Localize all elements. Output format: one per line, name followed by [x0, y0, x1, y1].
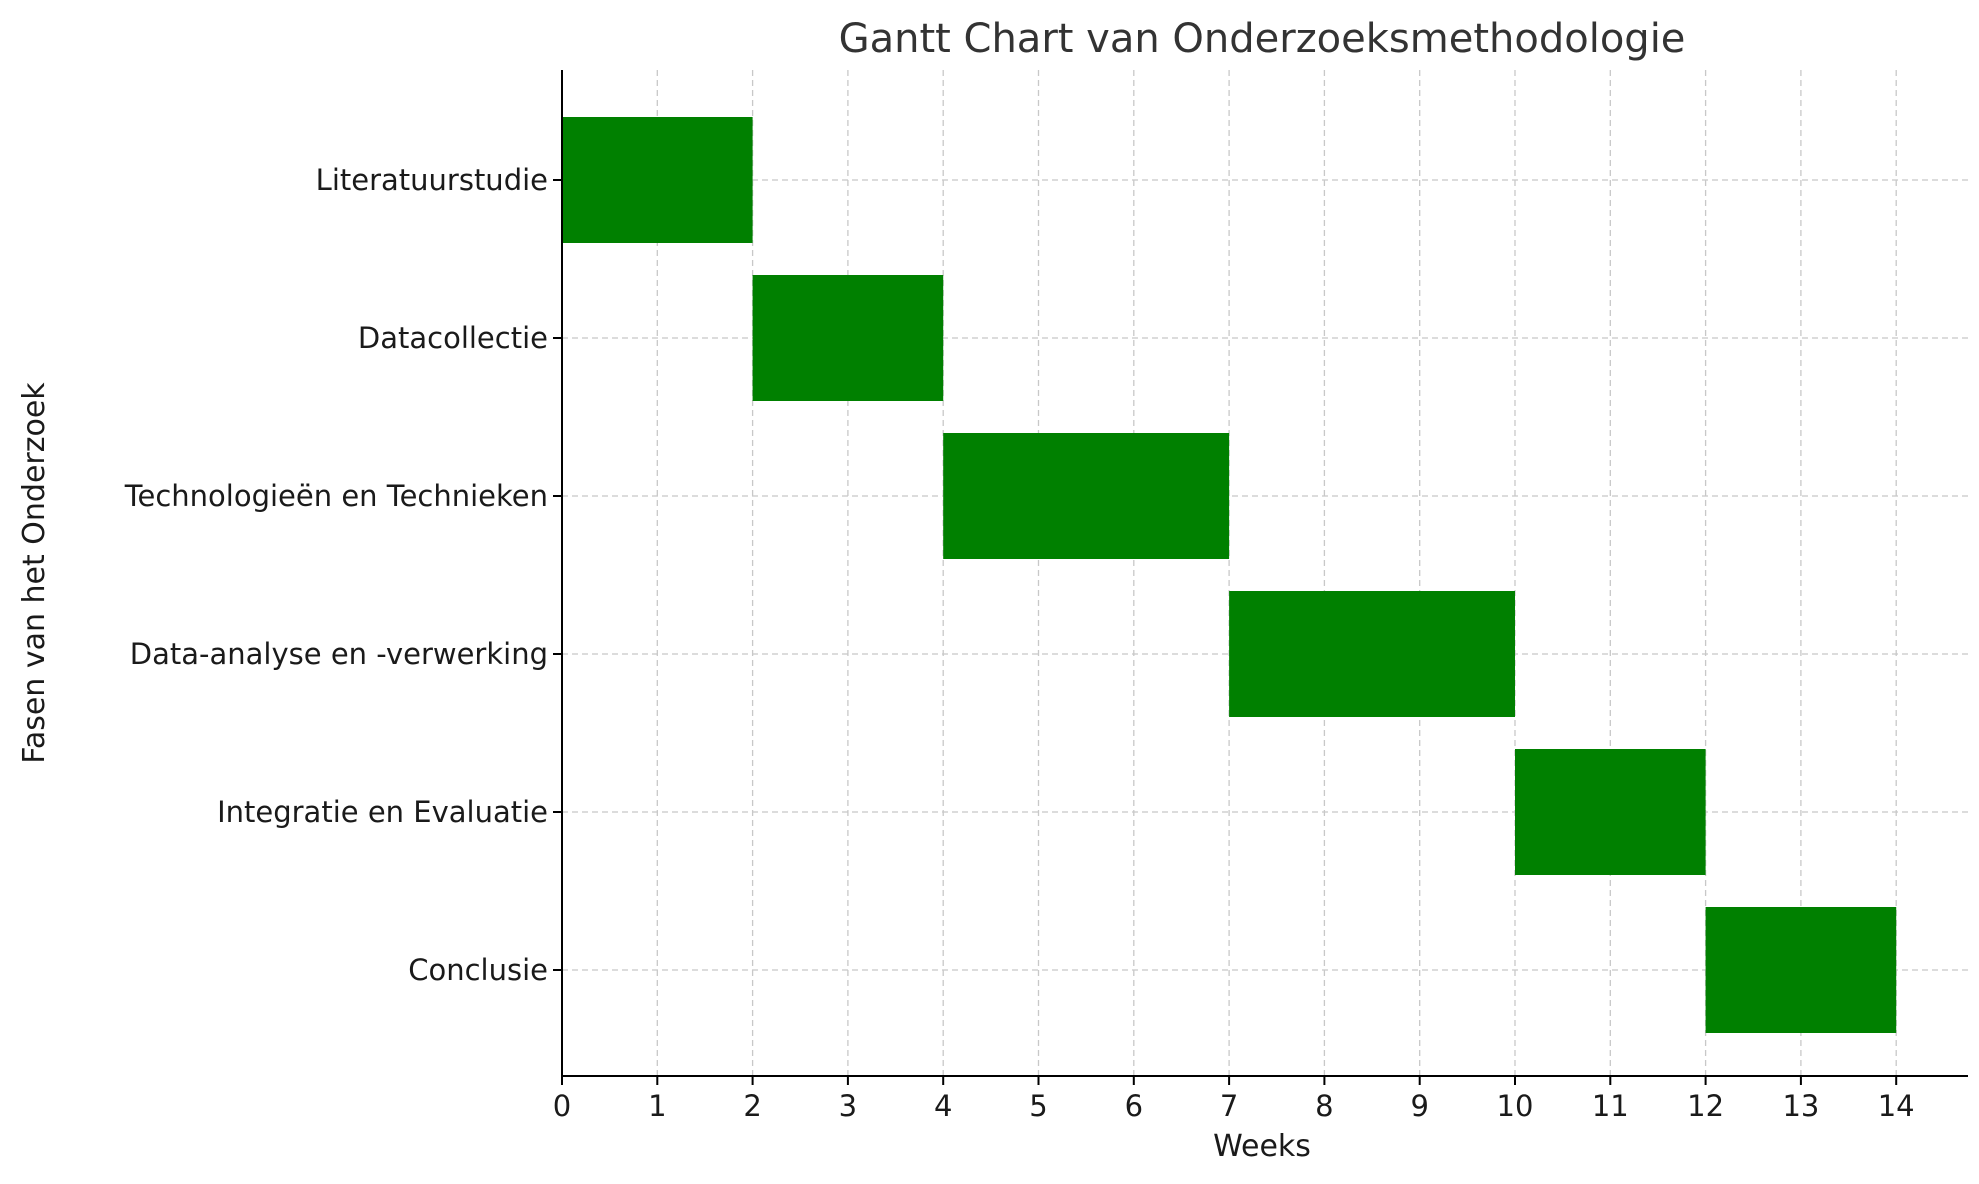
x-tick-label: 3	[839, 1089, 857, 1123]
y-tick-label: Technologieën en Technieken	[124, 479, 548, 513]
x-tick-label: 1	[648, 1089, 666, 1123]
task-bar	[752, 275, 944, 401]
x-tick-label: 7	[1220, 1089, 1238, 1123]
x-tick-label: 0	[553, 1089, 571, 1123]
task-bar	[1705, 907, 1897, 1033]
x-tick-label: 5	[1029, 1089, 1047, 1123]
x-tick-label: 12	[1687, 1089, 1724, 1123]
y-ticks: Literatuurstudie Datacollectie Technologie…	[124, 163, 562, 987]
y-tick-label: Datacollectie	[358, 321, 548, 355]
x-tick-label: 13	[1782, 1089, 1819, 1123]
x-ticks: 0 1 2 3 4 5 6 7 8 9 10 11 12 13 14	[553, 1076, 1915, 1123]
y-tick-label: Integratie en Evaluatie	[217, 795, 548, 829]
y-tick-label: Conclusie	[408, 953, 548, 987]
task-bar	[943, 433, 1230, 559]
x-tick-label: 10	[1497, 1089, 1534, 1123]
x-tick-label: 2	[743, 1089, 761, 1123]
axes	[561, 70, 1968, 1077]
bars	[562, 117, 1897, 1033]
y-axis-label: Fasen van het Onderzoek	[17, 382, 52, 764]
y-tick-label: Data-analyse en -verwerking	[130, 637, 548, 671]
task-bar	[562, 117, 753, 243]
x-tick-label: 6	[1125, 1089, 1143, 1123]
x-axis-label: Weeks	[1213, 1129, 1311, 1164]
task-bar	[1515, 749, 1706, 875]
x-tick-label: 8	[1315, 1089, 1333, 1123]
x-tick-label: 4	[934, 1089, 952, 1123]
chart-title: Gantt Chart van Onderzoeksmethodologie	[839, 16, 1686, 62]
task-bar	[1229, 591, 1515, 717]
y-tick-label: Literatuurstudie	[316, 163, 548, 197]
x-tick-label: 11	[1592, 1089, 1629, 1123]
x-tick-label: 9	[1410, 1089, 1428, 1123]
x-tick-label: 14	[1878, 1089, 1915, 1123]
grid-lines	[561, 70, 1968, 1076]
